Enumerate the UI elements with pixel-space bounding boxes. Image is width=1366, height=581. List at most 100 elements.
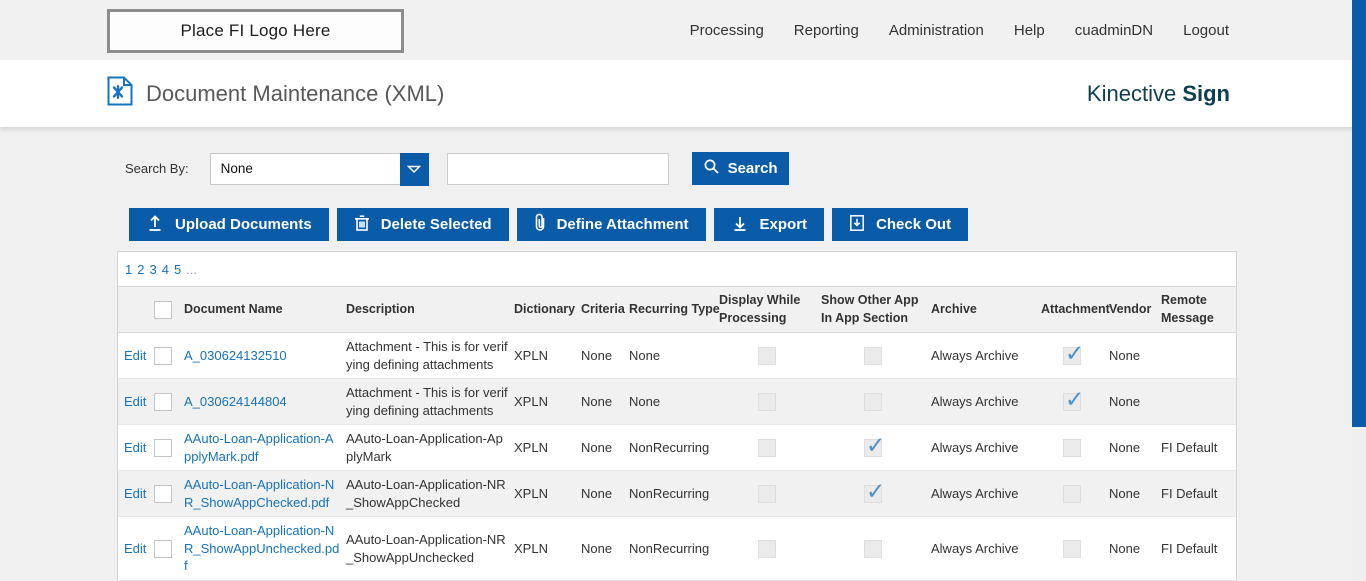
display-while-processing-checkbox xyxy=(758,392,776,411)
search-row: Search By: None Search xyxy=(125,152,1366,186)
show-other-app-checkbox xyxy=(864,539,882,558)
search-button[interactable]: Search xyxy=(691,152,789,185)
attachment-checkbox xyxy=(1063,539,1081,558)
archive-cell: Always Archive xyxy=(931,378,1041,425)
page-link-4[interactable]: 4 xyxy=(161,261,169,277)
show-other-app-checkbox xyxy=(864,430,885,461)
display-while-processing-checkbox xyxy=(758,346,776,365)
recurring-type-header: Recurring Type xyxy=(629,286,720,333)
row-checkbox[interactable] xyxy=(154,392,172,411)
page-link-5[interactable]: 5 xyxy=(173,261,182,277)
page-link-ellipsis[interactable]: ... xyxy=(186,261,198,277)
recurring-type-cell: NonRecurring xyxy=(629,516,719,581)
description-cell: AAuto-Loan-Application-NR_ShowAppChecked xyxy=(346,470,514,517)
page-link-1[interactable]: 1 xyxy=(125,261,133,277)
remote-message-cell: FI Default xyxy=(1161,470,1236,517)
nav-administration[interactable]: Administration xyxy=(888,21,984,39)
row-checkbox[interactable] xyxy=(154,346,172,365)
dictionary-cell: XPLN xyxy=(514,424,581,471)
recurring-type-cell: NonRecurring xyxy=(629,424,719,471)
define-attachment-label: Define Attachment xyxy=(556,216,689,233)
export-button[interactable]: Export xyxy=(713,208,825,241)
define-attachment-button[interactable]: Define Attachment xyxy=(516,208,706,241)
table-row: Edit AAuto-Loan-Application-ApplyMark.pd… xyxy=(118,424,1236,471)
description-cell: AAuto-Loan-Application-NR_ShowAppUncheck… xyxy=(346,516,514,581)
remote-message-cell xyxy=(1161,378,1236,425)
upload-icon xyxy=(146,214,164,236)
document-name-header: Document Name xyxy=(184,286,346,333)
edit-column-header xyxy=(118,286,154,333)
search-button-label: Search xyxy=(727,160,778,177)
table-row: Edit AAuto-Loan-Application-NR_ShowAppCh… xyxy=(118,470,1236,517)
nav-logout[interactable]: Logout xyxy=(1183,21,1229,39)
search-icon xyxy=(703,158,720,179)
dictionary-cell: XPLN xyxy=(514,378,581,425)
nav-user-cuadmindn[interactable]: cuadminDN xyxy=(1074,21,1154,39)
attachment-checkbox xyxy=(1063,439,1081,458)
criteria-cell: None xyxy=(581,424,629,471)
document-name-link[interactable]: AAuto-Loan-Application-ApplyMark.pdf xyxy=(184,431,334,464)
edit-link[interactable]: Edit xyxy=(124,347,147,363)
vendor-header: Vendor xyxy=(1109,286,1161,333)
description-header: Description xyxy=(346,286,514,333)
description-cell: Attachment - This is for verifying defin… xyxy=(346,339,508,372)
edit-link[interactable]: Edit xyxy=(124,393,147,409)
row-checkbox[interactable] xyxy=(154,539,172,558)
select-all-checkbox[interactable] xyxy=(154,300,172,319)
show-other-app-header: Show Other App In App Section xyxy=(821,286,931,333)
page-title: Document Maintenance (XML) xyxy=(107,76,444,112)
delete-selected-label: Delete Selected xyxy=(380,216,492,233)
search-by-label: Search By: xyxy=(125,161,189,176)
main-nav: Processing Reporting Administration Help… xyxy=(690,0,1229,60)
scrollbar-thumb[interactable] xyxy=(1352,0,1366,427)
upload-documents-label: Upload Documents xyxy=(175,216,312,233)
row-checkbox[interactable] xyxy=(154,485,172,504)
upload-documents-button[interactable]: Upload Documents xyxy=(129,208,329,241)
display-while-processing-checkbox xyxy=(758,485,776,504)
edit-link[interactable]: Edit xyxy=(124,439,147,455)
document-name-link[interactable]: AAuto-Loan-Application-NR_ShowAppChecked… xyxy=(184,477,335,510)
delete-selected-button[interactable]: Delete Selected xyxy=(336,208,509,241)
page-title-text: Document Maintenance (XML) xyxy=(146,80,445,106)
scrollbar-track[interactable] xyxy=(1352,0,1366,581)
row-checkbox[interactable] xyxy=(154,439,172,458)
dictionary-header: Dictionary xyxy=(514,286,581,333)
search-by-selected-value: None xyxy=(220,161,253,176)
page-link-3[interactable]: 3 xyxy=(149,261,157,277)
document-name-link[interactable]: AAuto-Loan-Application-NR_ShowAppUncheck… xyxy=(184,523,340,574)
nav-processing[interactable]: Processing xyxy=(689,21,764,39)
show-other-app-checkbox xyxy=(864,476,885,507)
documents-table: 1 2 3 4 5 ... Document Name Description … xyxy=(117,251,1237,581)
nav-reporting[interactable]: Reporting xyxy=(793,21,859,39)
edit-link[interactable]: Edit xyxy=(124,540,147,556)
fi-logo-text: Place FI Logo Here xyxy=(180,21,331,40)
document-name-link[interactable]: A_030624144804 xyxy=(184,393,287,409)
chevron-down-icon[interactable] xyxy=(399,152,429,186)
fi-logo-placeholder: Place FI Logo Here xyxy=(107,9,404,53)
dictionary-cell: XPLN xyxy=(514,347,548,363)
checkout-document-icon xyxy=(849,214,865,236)
recurring-type-cell: NonRecurring xyxy=(629,470,719,517)
search-by-dropdown[interactable]: None xyxy=(209,152,429,186)
paperclip-icon xyxy=(534,213,546,237)
nav-help[interactable]: Help xyxy=(1013,21,1045,39)
brand-product: Sign xyxy=(1182,80,1230,106)
edit-link[interactable]: Edit xyxy=(124,486,147,502)
dictionary-cell: XPLN xyxy=(514,470,581,517)
check-out-button[interactable]: Check Out xyxy=(832,208,969,241)
table-row: Edit A_030624132510 Attachment - This is… xyxy=(118,333,1236,379)
document-xml-icon xyxy=(107,76,133,112)
dictionary-cell: XPLN xyxy=(514,516,581,581)
download-icon xyxy=(731,214,749,236)
page-link-2[interactable]: 2 xyxy=(137,261,145,277)
archive-cell: Always Archive xyxy=(931,470,1041,517)
attachment-checkbox xyxy=(1063,485,1081,504)
title-band: Document Maintenance (XML) Kinective Sig… xyxy=(0,60,1366,127)
table-header-row: Document Name Description Dictionary Cri… xyxy=(118,286,1236,333)
remote-message-header: Remote Message xyxy=(1161,286,1236,333)
show-other-app-checkbox xyxy=(864,392,882,411)
search-input[interactable] xyxy=(446,152,669,185)
criteria-cell: None xyxy=(581,516,629,581)
document-name-link[interactable]: A_030624132510 xyxy=(184,347,287,363)
select-all-header-cell xyxy=(154,286,184,333)
